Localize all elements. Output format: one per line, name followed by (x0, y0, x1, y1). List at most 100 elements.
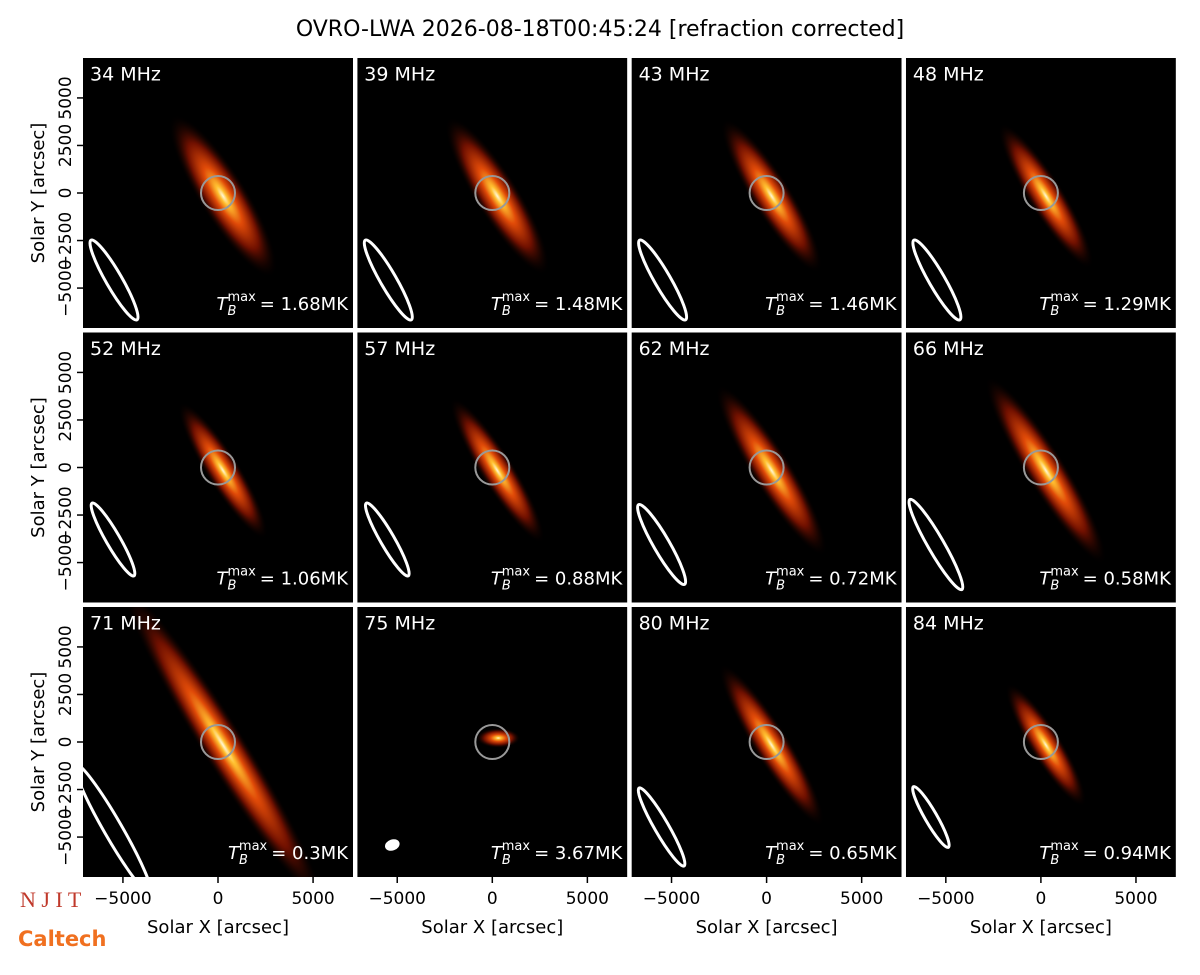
tb-max: TBmax = 0.72MK (765, 564, 898, 593)
tb-value: = 0.65MK (808, 843, 897, 864)
y-tick-label: 0 (56, 188, 76, 199)
tb-max: TBmax = 1.46MK (765, 290, 898, 319)
panel (357, 607, 628, 877)
tb-max: TBmax = 1.48MK (491, 290, 624, 319)
tb-subscript: B (228, 578, 237, 593)
emission (1005, 683, 1087, 807)
tb-subscript: B (502, 853, 511, 868)
panel-title: 34 MHz (90, 64, 161, 86)
tb-subscript: B (1050, 578, 1059, 593)
x-axis-label: Solar X [arcsec] (421, 917, 563, 938)
tb-symbol: T (491, 843, 504, 864)
solar-disk (474, 724, 511, 760)
panel-title: 71 MHz (90, 613, 161, 635)
y-tick-label: 5000 (56, 351, 76, 394)
solar-disk (200, 449, 236, 486)
beam (384, 839, 400, 851)
tb-value: = 0.88MK (534, 569, 623, 590)
tb-symbol: T (765, 569, 778, 590)
tb-max: TBmax = 0.58MK (1039, 564, 1172, 593)
tb-superscript: max (239, 839, 268, 854)
y-tick-label: −5000 (56, 259, 76, 317)
tb-value: = 0.3MK (271, 843, 349, 864)
tb-symbol: T (491, 294, 504, 315)
x-axis-label: Solar X [arcsec] (696, 917, 838, 938)
panel (905, 607, 1176, 877)
emission (178, 402, 268, 539)
tb-subscript: B (776, 853, 785, 868)
solar-disk (474, 449, 511, 486)
y-tick-label: −2500 (56, 486, 76, 544)
tb-symbol: T (228, 843, 241, 864)
tb-subscript: B (228, 304, 237, 319)
panel (631, 58, 902, 328)
emission (450, 397, 545, 544)
tb-value: = 1.48MK (534, 294, 623, 315)
emission (998, 123, 1094, 269)
panel-title: 62 MHz (639, 338, 710, 360)
tb-superscript: max (776, 290, 805, 305)
emission (985, 376, 1107, 565)
panel (357, 332, 628, 603)
tb-superscript: max (1050, 839, 1079, 854)
tb-symbol: T (1039, 843, 1052, 864)
tb-max: TBmax = 1.68MK (217, 290, 350, 319)
tb-superscript: max (502, 564, 531, 579)
solar-disk (748, 724, 785, 760)
y-tick-label: 0 (56, 737, 76, 748)
solar-disk (748, 449, 785, 486)
panel (83, 607, 353, 877)
tb-subscript: B (776, 304, 785, 319)
panel (631, 607, 902, 877)
emission (445, 117, 550, 275)
tb-max: TBmax = 0.3MK (228, 839, 349, 868)
logo-njit: N J I T (20, 887, 82, 912)
tb-symbol: T (491, 569, 504, 590)
x-tick-label: −5000 (917, 889, 975, 909)
tb-symbol: T (765, 843, 778, 864)
emission (718, 663, 825, 827)
tb-subscript: B (1050, 304, 1059, 319)
tb-value: = 1.46MK (808, 294, 897, 315)
panel-title: 66 MHz (913, 338, 984, 360)
emission (168, 114, 278, 278)
panel-title: 84 MHz (913, 613, 984, 635)
x-tick-label: −5000 (94, 889, 152, 909)
tb-symbol: T (217, 569, 230, 590)
y-tick-label: 2500 (56, 673, 76, 716)
panel (83, 332, 353, 603)
y-axis-label: Solar Y [arcsec] (28, 123, 49, 264)
tb-symbol: T (217, 294, 230, 315)
solar-disk (200, 175, 236, 211)
tb-max: TBmax = 1.29MK (1039, 290, 1172, 319)
emission (715, 385, 828, 556)
tb-superscript: max (1050, 290, 1079, 305)
tb-symbol: T (1039, 294, 1052, 315)
panel (905, 58, 1176, 328)
y-tick-label: 2500 (56, 398, 76, 441)
beam (363, 501, 411, 578)
panel-title: 75 MHz (364, 613, 435, 635)
solar-disk (1022, 449, 1059, 486)
tb-superscript: max (1050, 564, 1079, 579)
y-tick-label: 5000 (56, 625, 76, 668)
panel-title: 52 MHz (90, 338, 161, 360)
x-tick-label: 0 (487, 889, 498, 909)
beam (89, 501, 137, 578)
beam (88, 238, 140, 322)
y-tick-label: −5000 (56, 808, 76, 866)
x-tick-label: −5000 (643, 889, 701, 909)
panel (83, 58, 353, 328)
panel (357, 58, 628, 328)
tb-subscript: B (1050, 853, 1059, 868)
y-axis-label: Solar Y [arcsec] (28, 397, 49, 538)
solar-disk (474, 175, 511, 211)
emission (476, 728, 521, 748)
y-tick-label: 5000 (56, 76, 76, 119)
beam (911, 785, 951, 849)
x-axis-label: Solar X [arcsec] (147, 917, 289, 938)
tb-value: = 0.58MK (1083, 569, 1172, 590)
beam (362, 238, 414, 322)
y-tick-label: 2500 (56, 124, 76, 167)
